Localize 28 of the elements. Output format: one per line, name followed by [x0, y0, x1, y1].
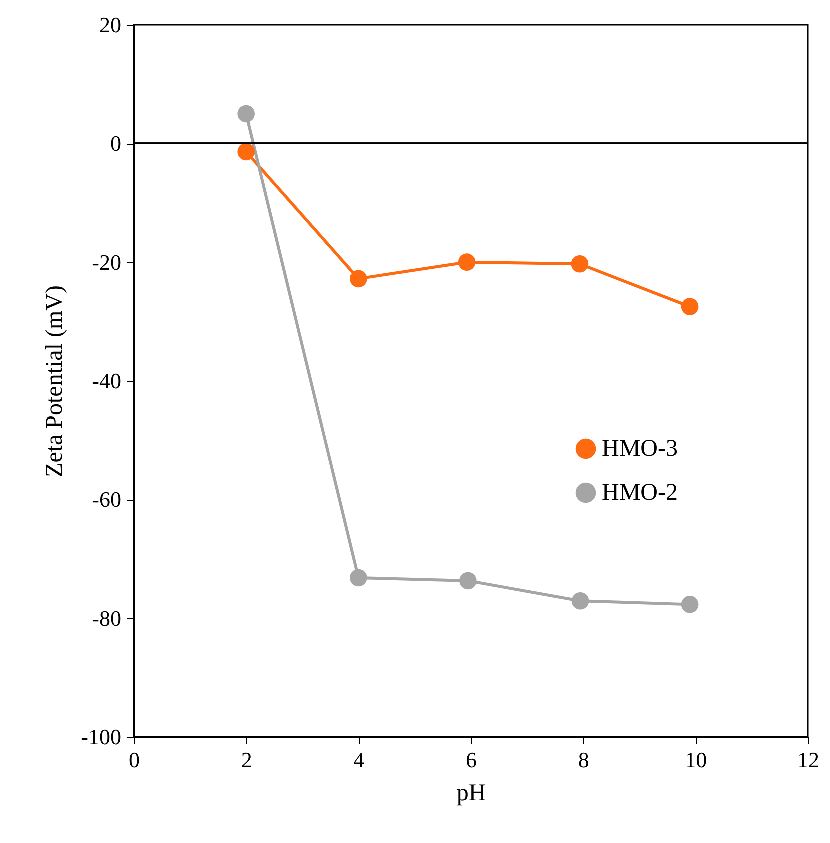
y-tick-label: -40 [92, 368, 122, 394]
legend-label: HMO-3 [602, 436, 678, 462]
point [572, 592, 590, 610]
x-tick-label: 6 [466, 748, 477, 772]
point [681, 298, 699, 316]
y-tick-label: -20 [92, 250, 122, 275]
x-tick-label: 2 [241, 748, 252, 772]
y-tick-label: 20 [100, 12, 122, 38]
point [238, 143, 255, 161]
x-tick-label: 0 [129, 748, 140, 772]
y-tick-label: -60 [92, 487, 122, 512]
point [571, 255, 589, 273]
legend-label: HMO-2 [602, 480, 678, 506]
x-axis-title: pH [456, 780, 486, 806]
x-tick-label: 8 [578, 748, 590, 772]
point [350, 270, 368, 288]
point [681, 596, 699, 614]
y-tick-label: -80 [92, 606, 122, 631]
point [350, 569, 368, 587]
y-tick-label: -100 [81, 724, 122, 750]
x-tick-label: 10 [685, 748, 708, 772]
point [460, 572, 477, 590]
y-axis-title: Zeta Potential (mV) [42, 286, 68, 478]
x-tick-label: 12 [798, 748, 820, 772]
y-tick-label: 0 [110, 131, 122, 156]
point [238, 105, 255, 123]
point [458, 254, 476, 271]
x-tick-label: 4 [354, 748, 365, 772]
